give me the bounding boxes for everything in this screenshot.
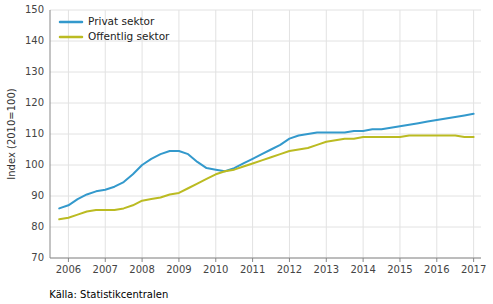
legend-swatch [60, 21, 82, 24]
y-tick-label: 70 [31, 252, 44, 263]
y-grid-line [50, 165, 481, 166]
y-grid-line [50, 227, 481, 228]
x-tick [473, 258, 474, 262]
x-axis-line [50, 258, 481, 259]
x-grid-line [363, 10, 364, 258]
legend-swatch [60, 36, 82, 39]
x-tick [363, 258, 364, 262]
x-grid-line [436, 10, 437, 258]
x-tick [436, 258, 437, 262]
x-tick-label: 2012 [277, 264, 302, 275]
y-tick-label: 100 [25, 159, 44, 170]
legend: Privat sektor Offentlig sektor [60, 15, 170, 42]
y-tick-label: 140 [25, 35, 44, 46]
x-tick [142, 258, 143, 262]
x-tick [178, 258, 179, 262]
y-tick-label: 150 [25, 4, 44, 15]
y-tick-label: 110 [25, 128, 44, 139]
y-grid-line [50, 134, 481, 135]
source-note: Källa: Statistikcentralen [49, 289, 168, 300]
x-tick-label: 2009 [166, 264, 191, 275]
y-grid-line [50, 10, 481, 11]
x-tick-label: 2008 [129, 264, 154, 275]
y-grid-line [50, 103, 481, 104]
axes: 70 80 90 100 110 120 130 140 150 2006 2007 2008 2009… [25, 4, 486, 275]
y-axis-label: Index (2010=100) [6, 88, 17, 180]
y-tick-label: 120 [25, 97, 44, 108]
legend-label: Privat sektor [88, 15, 155, 27]
x-tick-label: 2006 [56, 264, 81, 275]
x-tick [105, 258, 106, 262]
x-tick [215, 258, 216, 262]
x-tick-label: 2017 [461, 264, 486, 275]
legend-label: Offentlig sektor [88, 30, 170, 42]
y-tick-label: 90 [31, 190, 44, 201]
x-tick [399, 258, 400, 262]
x-tick-label: 2014 [350, 264, 375, 275]
x-grid-line [142, 10, 143, 258]
x-grid-line [178, 10, 179, 258]
y-tick-label: 130 [25, 66, 44, 77]
y-grid-line [50, 196, 481, 197]
series-line [59, 114, 473, 209]
x-grid-line [326, 10, 327, 258]
y-grid-line [50, 72, 481, 73]
x-tick-label: 2016 [424, 264, 449, 275]
x-grid-line [68, 10, 69, 258]
x-grid-line [473, 10, 474, 258]
x-grid-line [105, 10, 106, 258]
x-grid-line [399, 10, 400, 258]
x-tick-label: 2010 [203, 264, 228, 275]
lines [59, 114, 473, 219]
x-tick-label: 2013 [314, 264, 339, 275]
x-tick [326, 258, 327, 262]
x-tick [252, 258, 253, 262]
y-grid-line [50, 258, 481, 259]
x-tick [68, 258, 69, 262]
x-grid-line [215, 10, 216, 258]
x-tick-label: 2007 [93, 264, 118, 275]
x-tick-label: 2011 [240, 264, 265, 275]
x-grid-line [289, 10, 290, 258]
y-tick-label: 80 [31, 221, 44, 232]
grid [50, 10, 481, 258]
y-axis-line [50, 10, 51, 258]
series-line [59, 136, 473, 220]
x-tick [289, 258, 290, 262]
x-tick-label: 2015 [387, 264, 412, 275]
chart: 70 80 90 100 110 120 130 140 150 2006 2007 2008 2009… [0, 0, 493, 304]
x-grid-line [252, 10, 253, 258]
